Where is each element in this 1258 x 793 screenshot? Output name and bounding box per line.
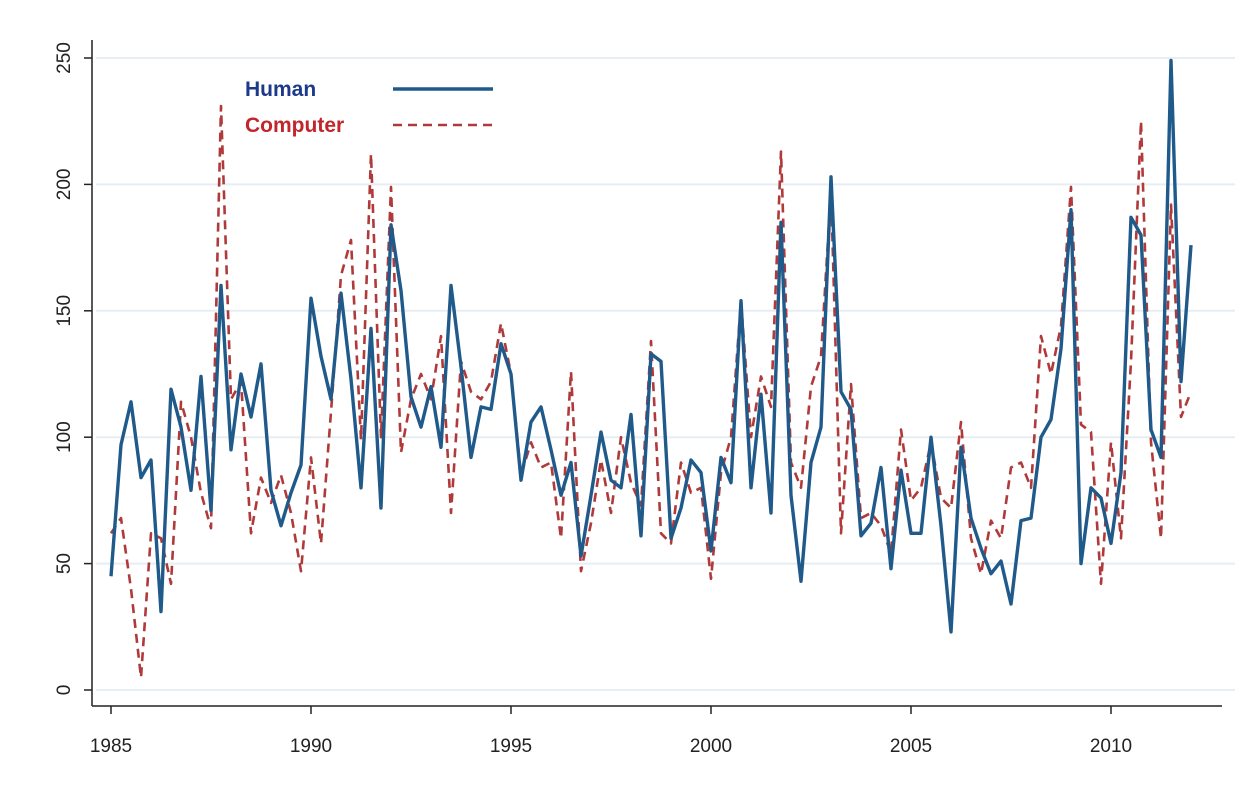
x-tick-label: 1995 [490,736,532,757]
y-tick-label: 0 [54,685,75,696]
human-series-line [109,58,1193,634]
x-tick-label: 1985 [90,736,132,757]
x-tick-label: 2000 [690,736,732,757]
x-tick-label: 2005 [890,736,932,757]
x-tick-label: 1990 [290,736,332,757]
series-lines [109,58,1193,679]
x-tick-label: 2010 [1090,736,1132,757]
gridlines [96,57,1235,691]
computer-series-line [109,104,1193,679]
y-tick-label: 100 [54,421,75,453]
legend-label: Human [245,78,316,101]
y-tick-label: 250 [54,42,75,74]
axes: 0 50 100 150 200 250 1985 1990 1995 2000 2005 2010 [54,40,1222,757]
legend-label: Computer [245,114,344,137]
y-tick-label: 200 [54,169,75,201]
y-tick-label: 150 [54,295,75,327]
y-tick-label: 50 [54,553,75,574]
legend: Human Computer [245,78,493,137]
